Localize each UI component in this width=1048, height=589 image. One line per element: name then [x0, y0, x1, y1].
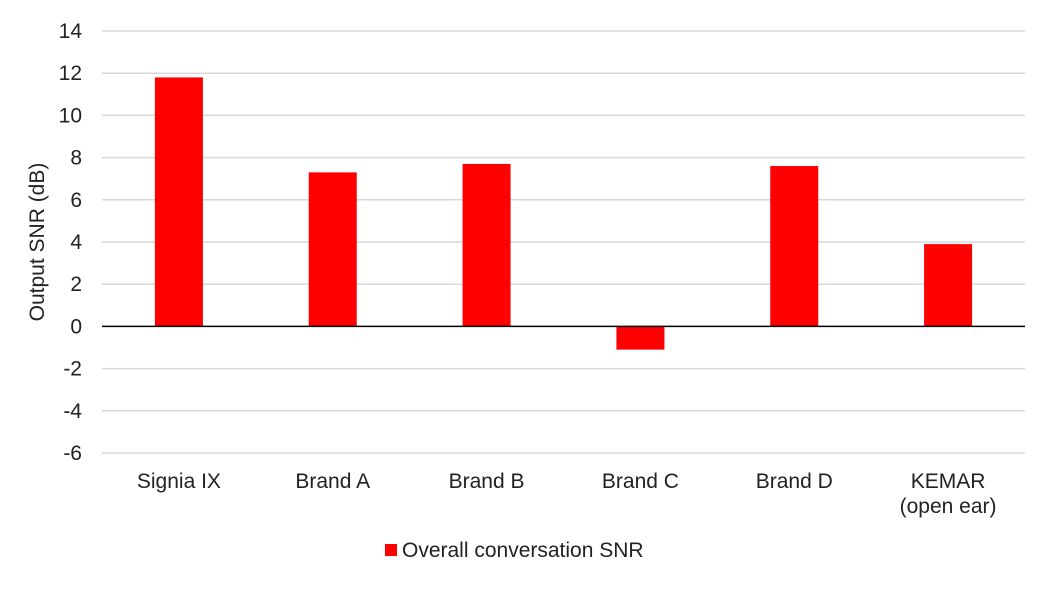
- y-tick-label: -4: [63, 400, 82, 423]
- bar: [308, 172, 357, 327]
- bar: [616, 326, 665, 350]
- bars: [154, 77, 973, 350]
- y-tick-label: 2: [70, 273, 82, 296]
- y-tick-label: -2: [63, 358, 82, 381]
- y-tick-label: 10: [59, 104, 82, 127]
- bar: [770, 166, 819, 327]
- y-tick-label: 12: [59, 62, 82, 85]
- y-tick-labels: 14 12 10 8 6 4 2 0 -2 -4 -6: [59, 20, 83, 465]
- x-category-label-line: KEMAR: [911, 470, 986, 493]
- x-category-label-line: Brand B: [449, 470, 525, 493]
- y-tick-label: 8: [70, 147, 82, 170]
- x-category-label-line: Brand A: [295, 470, 370, 493]
- y-tick-label: 6: [70, 189, 82, 212]
- x-category-label: Brand C: [602, 470, 679, 493]
- y-tick-label: 0: [70, 315, 82, 338]
- x-category-label-line: Signia IX: [137, 470, 221, 493]
- legend-label: Overall conversation SNR: [402, 539, 644, 562]
- y-axis-title: Output SNR (dB): [26, 163, 49, 322]
- x-category-label: Brand B: [449, 470, 525, 493]
- x-category-label: KEMAR (open ear): [900, 470, 997, 518]
- gridlines: [102, 30, 1025, 454]
- x-category-label: Brand D: [756, 470, 833, 493]
- y-tick-label: -6: [63, 442, 82, 465]
- y-tick-label: 14: [59, 20, 83, 43]
- bar: [462, 163, 511, 327]
- x-category-label: Brand A: [295, 470, 370, 493]
- x-category-label: Signia IX: [137, 470, 221, 493]
- bar: [154, 77, 203, 327]
- legend: Overall conversation SNR: [385, 539, 644, 562]
- x-category-label-line: Brand D: [756, 470, 833, 493]
- bar: [924, 244, 973, 327]
- x-category-label-line: (open ear): [900, 495, 997, 518]
- y-tick-label: 4: [70, 231, 82, 254]
- legend-swatch: [385, 544, 397, 556]
- x-category-labels: Signia IX Brand A Brand B Brand C Brand D KEM…: [137, 470, 997, 518]
- x-category-label-line: Brand C: [602, 470, 679, 493]
